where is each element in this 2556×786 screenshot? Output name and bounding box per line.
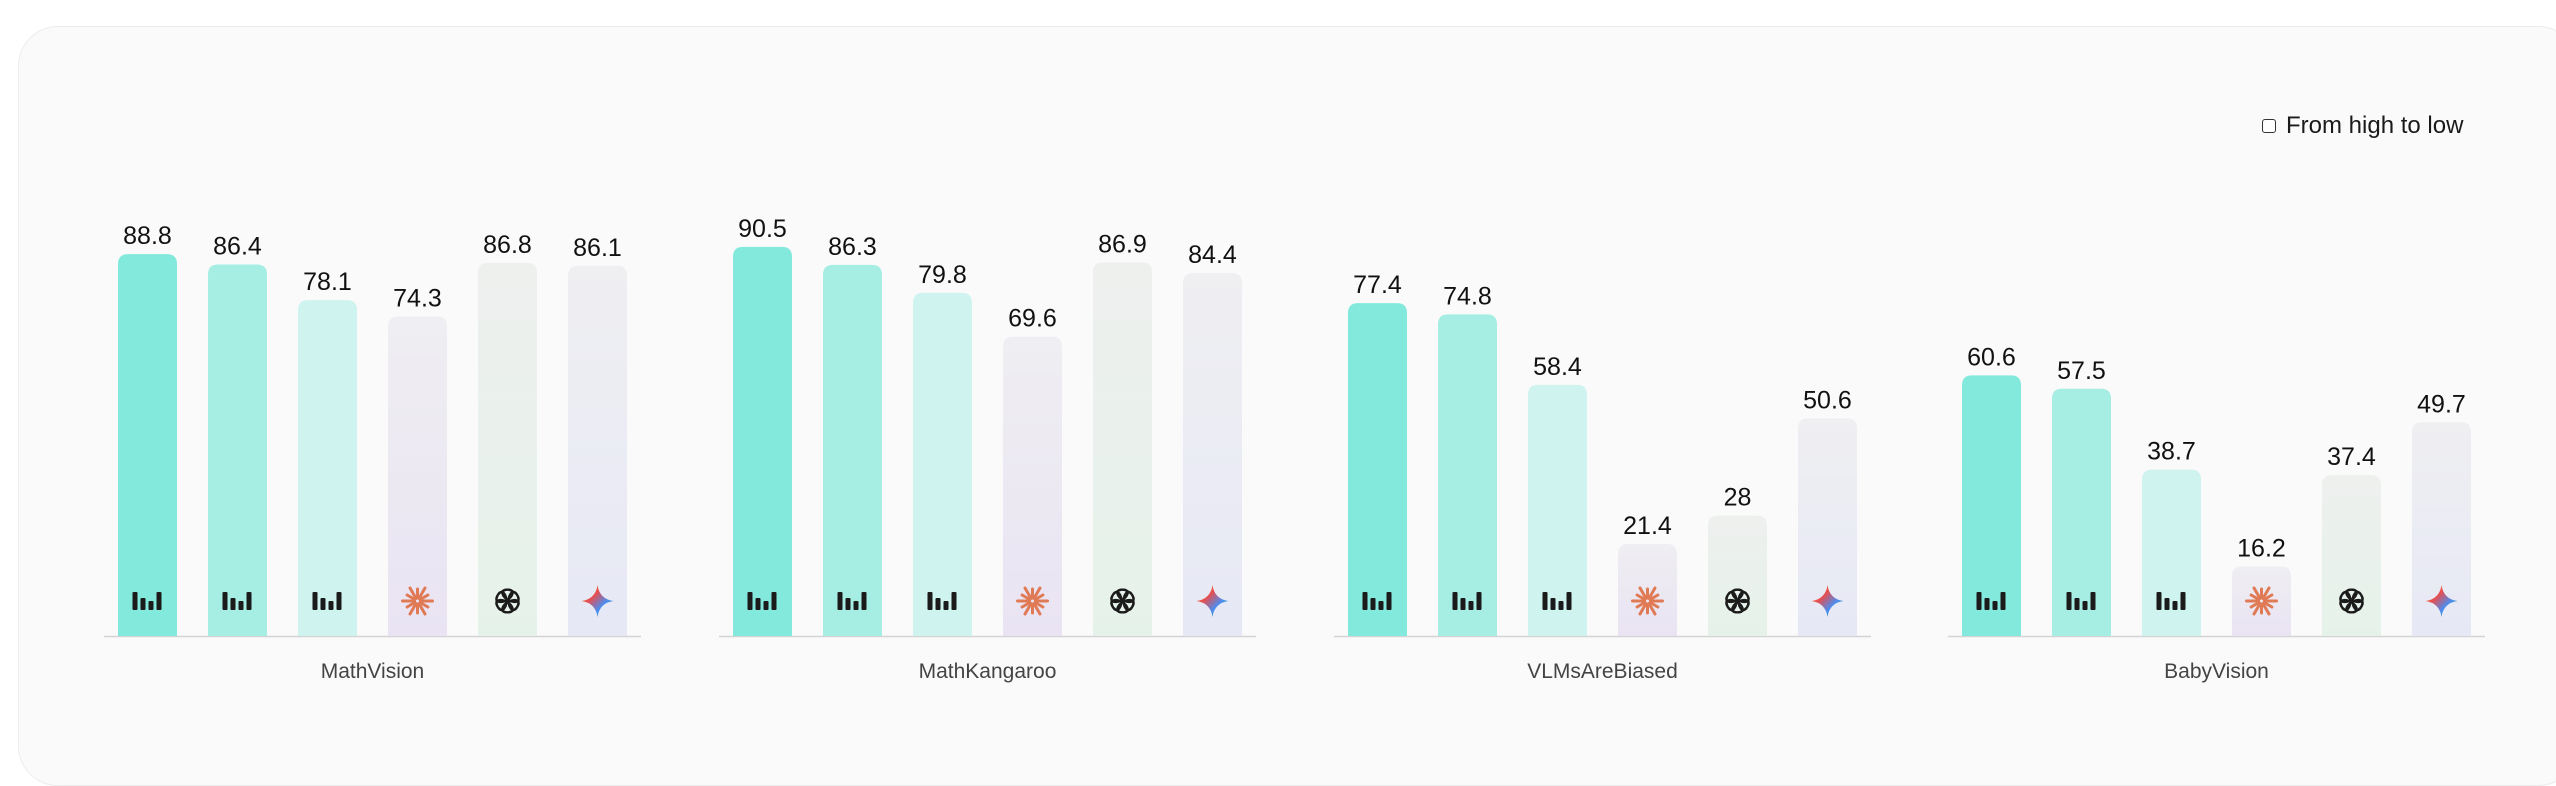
- data-label: 28: [1724, 484, 1752, 512]
- bar[interactable]: [913, 292, 972, 636]
- bar[interactable]: [2412, 422, 2471, 636]
- data-label: 58.4: [1533, 353, 1582, 381]
- data-label: 84.4: [1188, 241, 1237, 269]
- model-logo-icon: [1976, 592, 2006, 610]
- model-logo-icon: [1362, 592, 1392, 610]
- data-label: 16.2: [2237, 534, 2286, 562]
- model-logo-icon: [312, 592, 342, 610]
- data-label: 86.3: [828, 233, 877, 261]
- bar[interactable]: [823, 264, 882, 636]
- openai-icon: [1725, 588, 1750, 614]
- bar-group: 60.6 57.5 38.7 16.2 37.4 49.7 BabyVision: [1948, 343, 2485, 683]
- data-label: 37.4: [2327, 443, 2376, 471]
- sort-toggle-label: From high to low: [2286, 112, 2464, 139]
- bar[interactable]: [1798, 418, 1857, 636]
- data-label: 21.4: [1623, 512, 1672, 540]
- model-logo-icon: [222, 592, 252, 610]
- category-label: VLMsAreBiased: [1527, 660, 1678, 683]
- claude-icon: [2245, 586, 2278, 616]
- data-label: 38.7: [2147, 438, 2196, 466]
- openai-icon: [2339, 588, 2364, 614]
- category-label: MathVision: [321, 660, 425, 683]
- data-label: 74.3: [393, 285, 442, 313]
- bar-group: 88.8 86.4 78.1 74.3 86.8 86.1 MathVision: [104, 222, 641, 683]
- claude-icon: [1016, 586, 1049, 616]
- bar[interactable]: [1528, 384, 1587, 636]
- claude-icon: [1631, 586, 1664, 616]
- gemini-icon: [2425, 585, 2458, 617]
- bar[interactable]: [1003, 336, 1062, 636]
- bar[interactable]: [1962, 375, 2021, 636]
- data-label: 90.5: [738, 215, 787, 243]
- bar-group: 77.4 74.8 58.4 21.4 28 50.6 VLMsAreBiased: [1334, 271, 1871, 683]
- data-label: 88.8: [123, 222, 172, 250]
- bar[interactable]: [208, 264, 267, 636]
- bar[interactable]: [1093, 262, 1152, 636]
- claude-icon: [401, 586, 434, 616]
- benchmark-bar-chart: 88.8 86.4 78.1 74.3 86.8 86.1 MathVision 90.5 86…: [104, 215, 2485, 683]
- bar[interactable]: [733, 246, 792, 636]
- model-logo-icon: [2066, 592, 2096, 610]
- bar[interactable]: [1348, 303, 1407, 636]
- gemini-icon: [1196, 585, 1229, 617]
- sort-toggle[interactable]: From high to low: [2262, 112, 2463, 140]
- bar-group: 90.5 86.3 79.8 69.6 86.9 84.4 MathKangaroo: [719, 215, 1256, 683]
- bar[interactable]: [2232, 566, 2291, 636]
- gemini-icon: [1811, 585, 1844, 617]
- model-logo-icon: [1542, 592, 1572, 610]
- bar[interactable]: [2052, 388, 2111, 636]
- category-label: BabyVision: [2164, 660, 2269, 683]
- data-label: 86.4: [213, 232, 262, 260]
- bar[interactable]: [2322, 475, 2381, 636]
- sort-checkbox[interactable]: [2262, 119, 2276, 133]
- data-label: 69.6: [1008, 305, 1057, 333]
- data-label: 86.8: [483, 231, 532, 259]
- model-logo-icon: [837, 592, 867, 610]
- data-label: 50.6: [1803, 386, 1852, 414]
- model-logo-icon: [747, 592, 777, 610]
- bar[interactable]: [1438, 314, 1497, 636]
- bar[interactable]: [1708, 515, 1767, 636]
- bar[interactable]: [2142, 469, 2201, 636]
- data-label: 86.9: [1098, 230, 1147, 258]
- model-logo-icon: [2156, 592, 2186, 610]
- bar[interactable]: [118, 254, 177, 636]
- bar[interactable]: [568, 265, 627, 636]
- model-logo-icon: [1452, 592, 1482, 610]
- data-label: 86.1: [573, 234, 622, 262]
- data-label: 74.8: [1443, 282, 1492, 310]
- data-label: 60.6: [1967, 343, 2016, 371]
- data-label: 78.1: [303, 268, 352, 296]
- model-logo-icon: [132, 592, 162, 610]
- bar[interactable]: [388, 316, 447, 636]
- model-logo-icon: [927, 592, 957, 610]
- bar[interactable]: [1183, 273, 1242, 636]
- openai-icon: [495, 588, 520, 614]
- data-label: 77.4: [1353, 271, 1402, 299]
- data-label: 49.7: [2417, 390, 2466, 418]
- openai-icon: [1110, 588, 1135, 614]
- bar[interactable]: [298, 300, 357, 636]
- category-label: MathKangaroo: [919, 660, 1057, 683]
- data-label: 57.5: [2057, 357, 2106, 385]
- gemini-icon: [581, 585, 614, 617]
- data-label: 79.8: [918, 261, 967, 289]
- bar[interactable]: [478, 262, 537, 636]
